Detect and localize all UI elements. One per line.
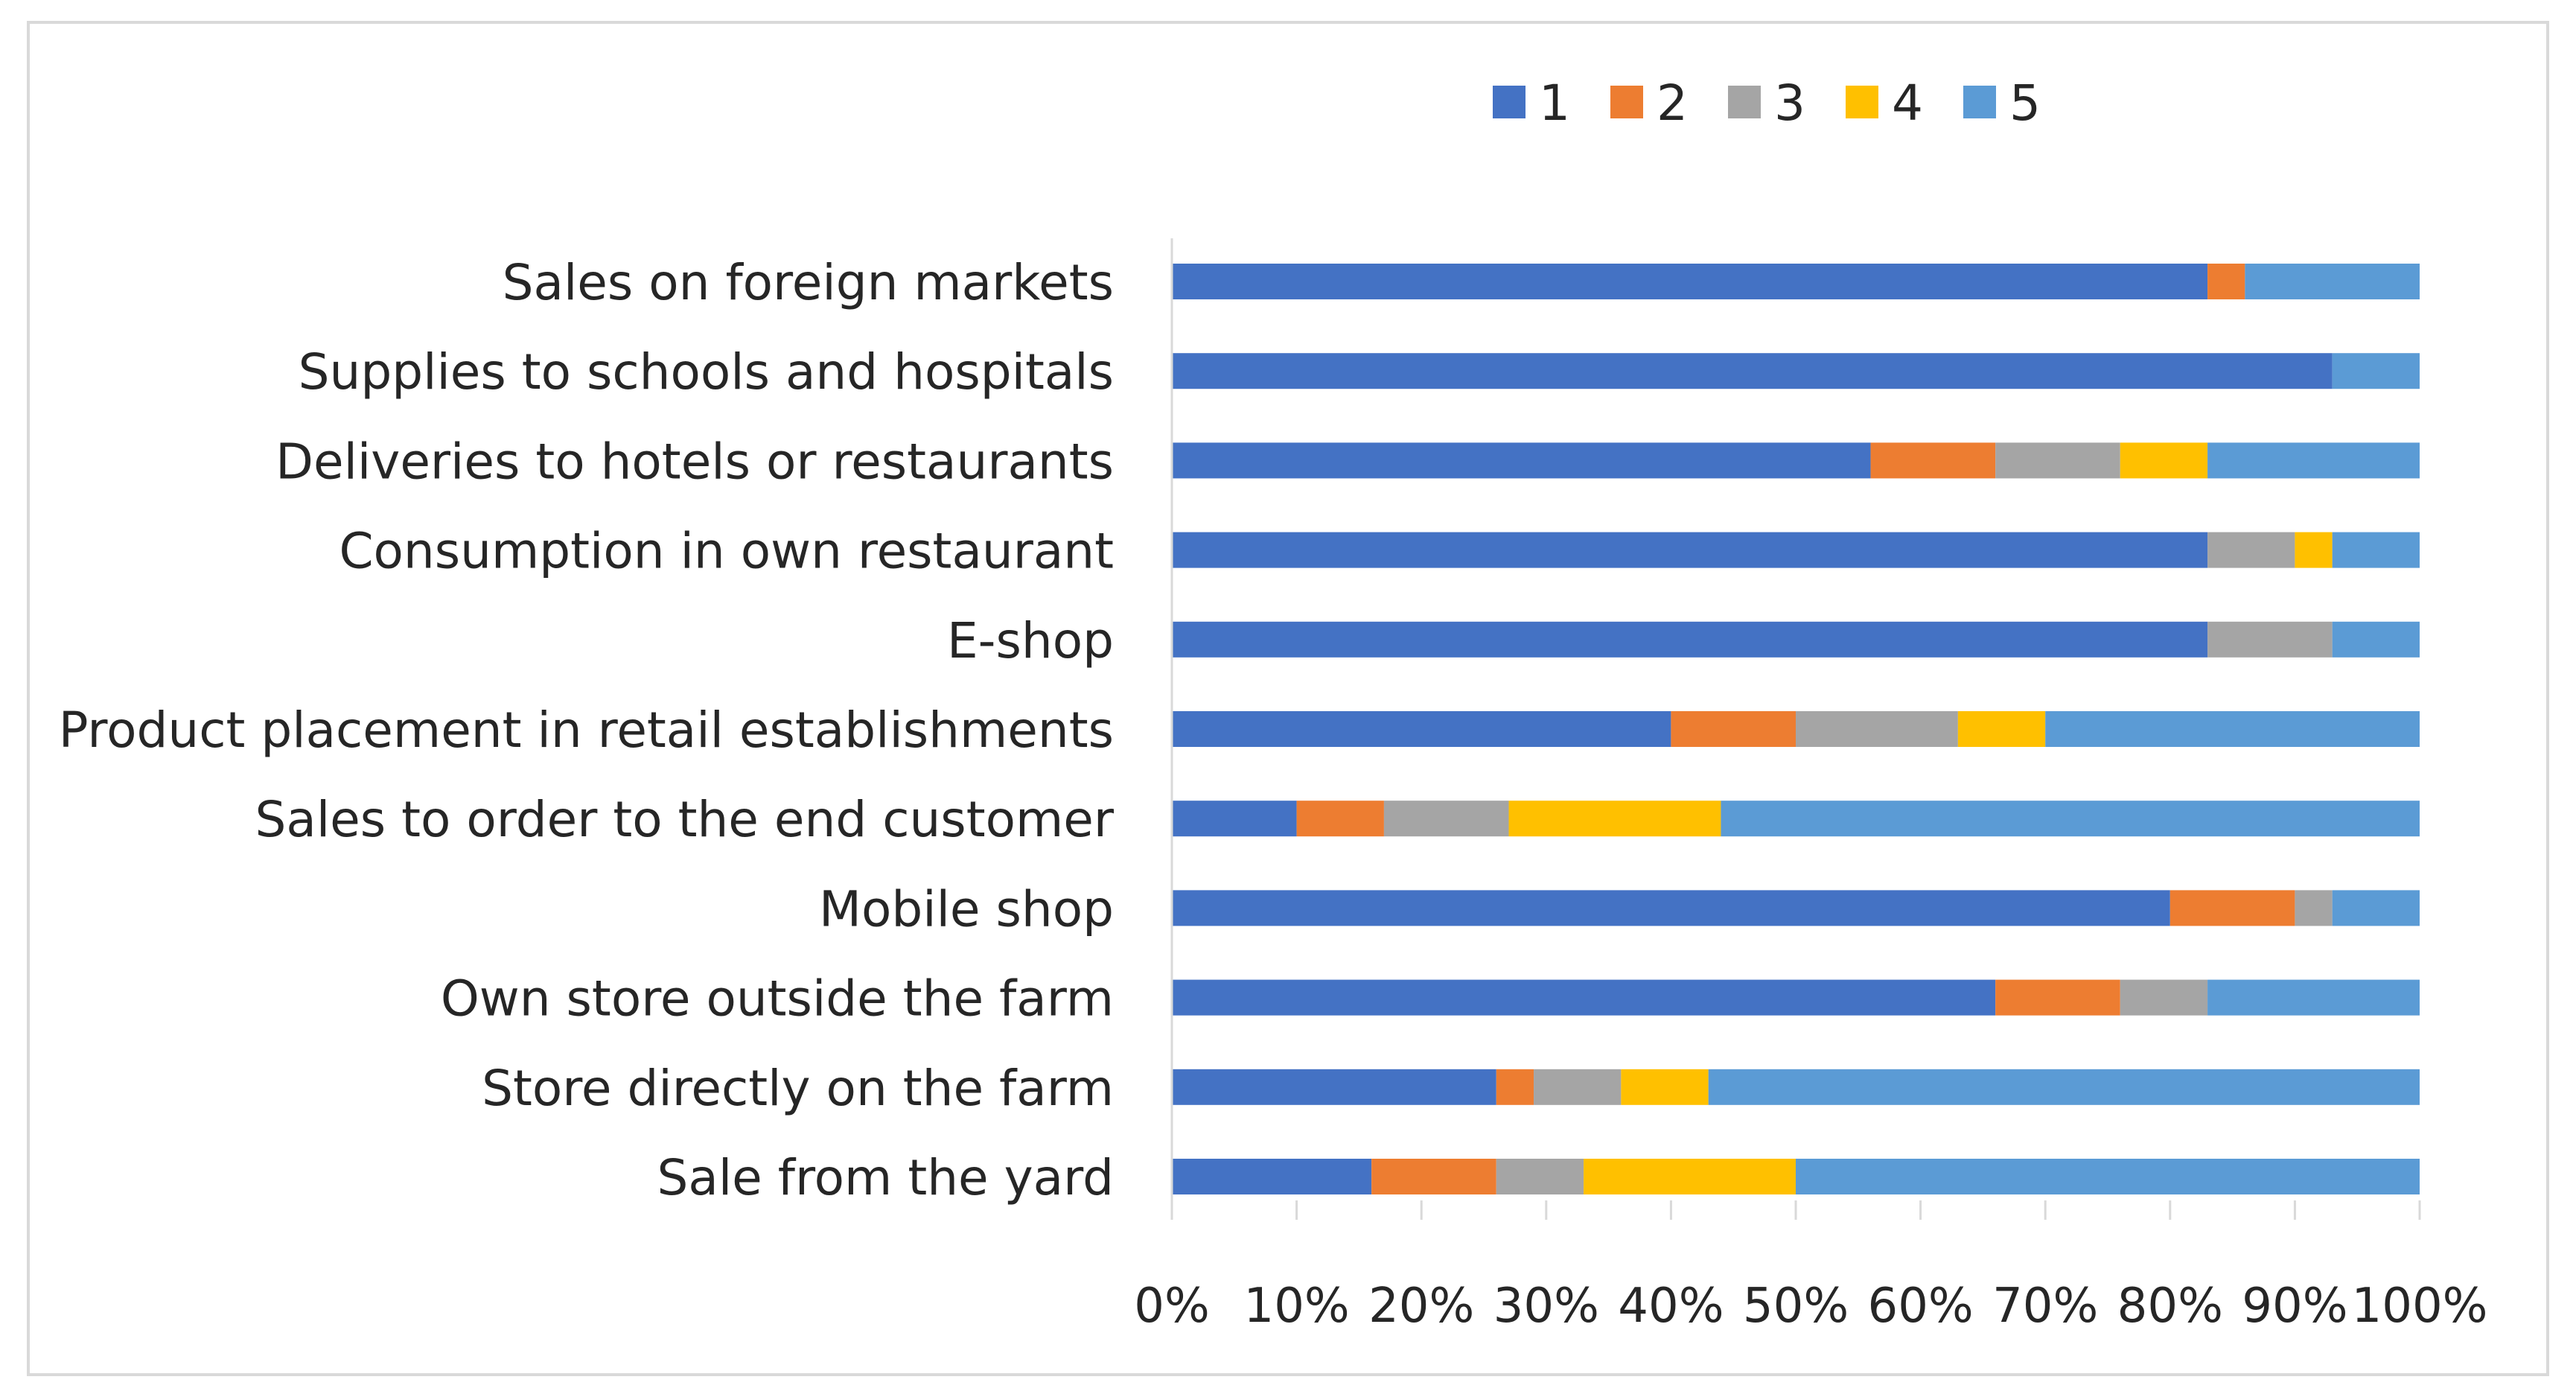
category-label: Own store outside the farm xyxy=(441,970,1114,1028)
bar-segment-4-series-4 xyxy=(2295,532,2333,568)
category-label: Sale from the yard xyxy=(657,1149,1115,1206)
category-label: E-shop xyxy=(947,612,1114,669)
x-tick-label: 50% xyxy=(1743,1279,1849,1334)
x-tick-label: 0% xyxy=(1134,1279,1210,1334)
bar-segment-11-series-4 xyxy=(1584,1159,1796,1194)
category-label: Consumption in own restaurant xyxy=(339,523,1114,580)
bar-segment-8-series-5 xyxy=(2332,890,2420,926)
x-tick-label: 10% xyxy=(1243,1279,1349,1334)
bar-segment-10-series-3 xyxy=(1534,1069,1622,1105)
legend-label: 5 xyxy=(2009,74,2041,132)
category-label: Supplies to schools and hospitals xyxy=(299,343,1114,401)
bar-segment-11-series-3 xyxy=(1496,1159,1584,1194)
x-tick-label: 30% xyxy=(1493,1279,1599,1334)
bar-segment-11-series-1 xyxy=(1172,1159,1372,1194)
legend-label: 1 xyxy=(1539,74,1570,132)
chart-frame xyxy=(27,21,2549,1376)
bar-segment-5-series-5 xyxy=(2332,621,2420,658)
bar-segment-6-series-2 xyxy=(1671,711,1796,747)
bar-segment-6-series-3 xyxy=(1796,711,1958,747)
bars xyxy=(1172,264,2420,1194)
bar-segment-6-series-1 xyxy=(1172,711,1671,747)
bar-segment-8-series-2 xyxy=(2169,890,2295,926)
bar-segment-1-series-2 xyxy=(2207,264,2245,299)
legend-label: 4 xyxy=(1892,74,1923,132)
bar-segment-3-series-4 xyxy=(2120,442,2208,479)
bar-segment-9-series-3 xyxy=(2120,979,2208,1016)
legend-label: 3 xyxy=(1774,74,1805,132)
bar-segment-10-series-2 xyxy=(1496,1069,1534,1105)
bar-segment-10-series-1 xyxy=(1172,1069,1496,1105)
bar-segment-7-series-5 xyxy=(1721,801,2420,837)
bar-segment-4-series-5 xyxy=(2332,532,2420,568)
category-label: Store directly on the farm xyxy=(482,1060,1114,1117)
legend-swatch-3 xyxy=(1728,86,1761,118)
bar-segment-7-series-1 xyxy=(1172,801,1297,837)
bar-segment-9-series-2 xyxy=(1995,979,2120,1016)
category-label: Deliveries to hotels or restaurants xyxy=(275,433,1114,490)
legend-label: 2 xyxy=(1657,74,1688,132)
bar-segment-5-series-1 xyxy=(1172,621,2208,658)
x-tick-label: 40% xyxy=(1618,1279,1724,1334)
category-label: Product placement in retail establishmen… xyxy=(59,701,1114,759)
x-tick-label: 70% xyxy=(1992,1279,2098,1334)
bar-segment-2-series-1 xyxy=(1172,353,2333,389)
bar-segment-10-series-5 xyxy=(1708,1069,2420,1105)
legend-swatch-4 xyxy=(1846,86,1878,118)
bar-segment-7-series-2 xyxy=(1296,801,1384,837)
legend-swatch-1 xyxy=(1493,86,1525,118)
category-labels: Sales on foreign markets Supplies to scho… xyxy=(59,254,1115,1206)
bar-segment-9-series-5 xyxy=(2207,979,2420,1016)
bar-segment-3-series-2 xyxy=(1870,442,1996,479)
bar-segment-3-series-5 xyxy=(2207,442,2420,479)
category-label: Mobile shop xyxy=(819,880,1114,938)
bar-segment-3-series-1 xyxy=(1172,442,1871,479)
bar-segment-5-series-3 xyxy=(2207,621,2333,658)
category-label: Sales on foreign markets xyxy=(503,254,1114,311)
bar-segment-7-series-4 xyxy=(1508,801,1721,837)
bar-segment-11-series-5 xyxy=(1796,1159,2420,1194)
bar-segment-7-series-3 xyxy=(1383,801,1509,837)
x-tick-label: 80% xyxy=(2117,1279,2223,1334)
x-axis: 0% 10% 20% 30% 40% 50% 60% 70% 80% 90% 100% xyxy=(1134,238,2487,1334)
bar-segment-10-series-4 xyxy=(1621,1069,1709,1105)
bar-segment-4-series-3 xyxy=(2207,532,2295,568)
x-tick-label: 100% xyxy=(2352,1279,2488,1334)
bar-segment-9-series-1 xyxy=(1172,979,1996,1016)
legend-swatch-5 xyxy=(1963,86,1996,118)
bar-segment-1-series-1 xyxy=(1172,264,2208,299)
bar-segment-6-series-4 xyxy=(1957,711,2046,747)
bar-segment-11-series-2 xyxy=(1371,1159,1496,1194)
bar-segment-1-series-5 xyxy=(2245,264,2420,299)
bar-segment-8-series-3 xyxy=(2295,890,2333,926)
bar-segment-4-series-1 xyxy=(1172,532,2208,568)
bar-segment-2-series-5 xyxy=(2332,353,2420,389)
x-tick-label: 60% xyxy=(1867,1279,1973,1334)
bar-segment-3-series-3 xyxy=(1995,442,2120,479)
x-tick-label: 90% xyxy=(2242,1279,2347,1334)
bar-segment-8-series-1 xyxy=(1172,890,2170,926)
legend: 1 2 3 4 5 xyxy=(1493,74,2041,132)
bar-segment-6-series-5 xyxy=(2045,711,2420,747)
legend-swatch-2 xyxy=(1610,86,1643,118)
category-label: Sales to order to the end customer xyxy=(255,791,1115,848)
x-tick-label: 20% xyxy=(1368,1279,1474,1334)
